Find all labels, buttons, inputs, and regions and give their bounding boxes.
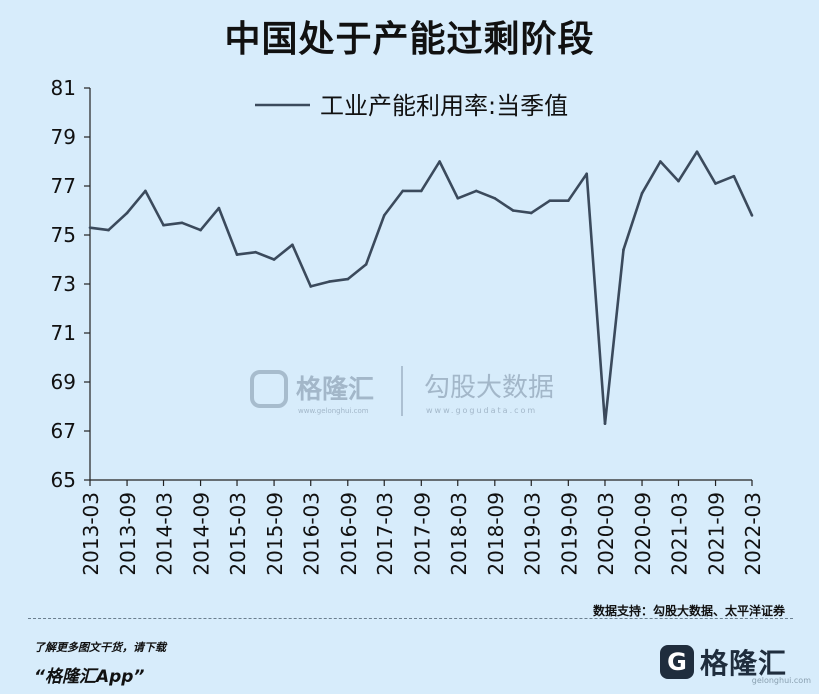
x-tick-label: 2016-09: [337, 492, 361, 576]
y-tick-label: 77: [51, 174, 76, 198]
data-point: [327, 280, 331, 283]
brand-logo: G 格隆汇: [659, 642, 787, 682]
chart-axes: 65 67 69 71 73 75 77 79 81 2013-03 2013-09 2014-03 2…: [51, 76, 765, 576]
data-point: [272, 258, 276, 261]
data-point: [640, 192, 644, 195]
x-tick-label: 2017-03: [373, 492, 397, 576]
y-tick-label: 65: [51, 468, 76, 492]
line-chart: 65 67 69 71 73 75 77 79 81 2013-03 2013-09 2014-03 2…: [51, 76, 765, 576]
watermark-brand2-url: www.gogudata.com: [426, 406, 537, 415]
data-point: [382, 214, 386, 217]
data-point: [677, 179, 680, 183]
x-tick-label: 2021-03: [667, 492, 691, 576]
data-point: [364, 263, 368, 266]
x-tick-label: 2022-03: [741, 492, 765, 576]
chart-title: 中国处于产能过剩阶段: [224, 19, 595, 60]
x-tick-label: 2015-09: [263, 492, 287, 576]
footer-divider: [28, 618, 793, 619]
x-tick-label: 2021-09: [705, 492, 729, 576]
y-tick-label: 69: [51, 370, 76, 394]
brand-name: 格隆汇: [699, 647, 787, 680]
data-point: [548, 199, 552, 202]
data-point: [750, 214, 754, 217]
y-tick-label: 75: [51, 223, 76, 247]
data-point: [217, 206, 221, 210]
watermark: 格隆汇 www.gelonghui.com 勾股大数据 www.gogudata.co…: [250, 366, 554, 416]
data-point: [420, 189, 423, 193]
data-point: [714, 182, 717, 185]
data-point: [291, 243, 294, 247]
data-point: [622, 248, 625, 251]
x-tick-label: 2019-09: [557, 492, 581, 576]
data-point: [346, 277, 350, 281]
data-point: [254, 250, 257, 254]
x-tick-label: 2017-09: [410, 492, 434, 576]
watermark-brand1-url: www.gelonghui.com: [298, 407, 369, 415]
data-point: [474, 189, 478, 193]
data-point: [144, 189, 147, 193]
x-tick-label: 2019-03: [520, 492, 544, 576]
data-point: [456, 196, 460, 200]
data-point: [180, 221, 184, 225]
x-tick-label: 2015-03: [226, 492, 250, 576]
data-point: [511, 209, 515, 212]
data-point: [659, 160, 662, 163]
x-tick-label: 2020-09: [631, 492, 655, 576]
data-point: [567, 199, 570, 202]
brand-url: gelonghui.com: [751, 676, 811, 685]
download-prompt: 了解更多图文干货，请下载: [34, 641, 166, 654]
data-point: [493, 196, 497, 200]
watermark-g-icon: [250, 370, 288, 408]
data-point: [199, 228, 202, 232]
data-point: [309, 285, 313, 288]
data-point: [88, 226, 92, 229]
plot-area: [88, 150, 754, 426]
x-tick-label: 2013-09: [116, 492, 140, 576]
data-point: [401, 189, 405, 193]
watermark-brand2: 勾股大数据: [424, 373, 554, 403]
watermark-brand1: 格隆汇: [296, 374, 374, 405]
y-tick-label: 67: [51, 419, 76, 443]
data-point: [162, 223, 165, 227]
y-tick-label: 73: [51, 272, 76, 296]
legend-label: 工业产能利用率:当季值: [320, 92, 568, 120]
brand-g-icon: G: [659, 645, 694, 679]
x-tick-label: 2020-03: [594, 492, 618, 576]
x-tick-label: 2018-09: [484, 492, 508, 576]
x-tick-label: 2016-03: [300, 492, 324, 576]
data-point: [529, 211, 533, 215]
app-name: “格隆汇App”: [34, 667, 145, 687]
y-tick-label: 79: [51, 125, 76, 149]
y-tick-label: 71: [51, 321, 76, 345]
data-point: [732, 174, 736, 178]
x-tick-label: 2013-03: [79, 492, 103, 576]
x-tick-label: 2014-03: [153, 492, 177, 576]
data-point: [107, 228, 110, 232]
data-point: [235, 253, 239, 256]
data-point: [585, 172, 588, 176]
data-point: [695, 150, 699, 153]
y-tick-label: 81: [51, 76, 76, 100]
x-tick-label: 2018-03: [447, 492, 471, 576]
data-point: [125, 211, 129, 215]
series-line: [89, 150, 754, 426]
data-source-note: 数据支持：勾股大数据、太平洋证券: [592, 604, 785, 618]
x-tick-label: 2014-09: [190, 492, 214, 576]
data-point: [438, 160, 441, 163]
legend: 工业产能利用率:当季值: [255, 92, 568, 120]
data-point: [603, 422, 607, 425]
